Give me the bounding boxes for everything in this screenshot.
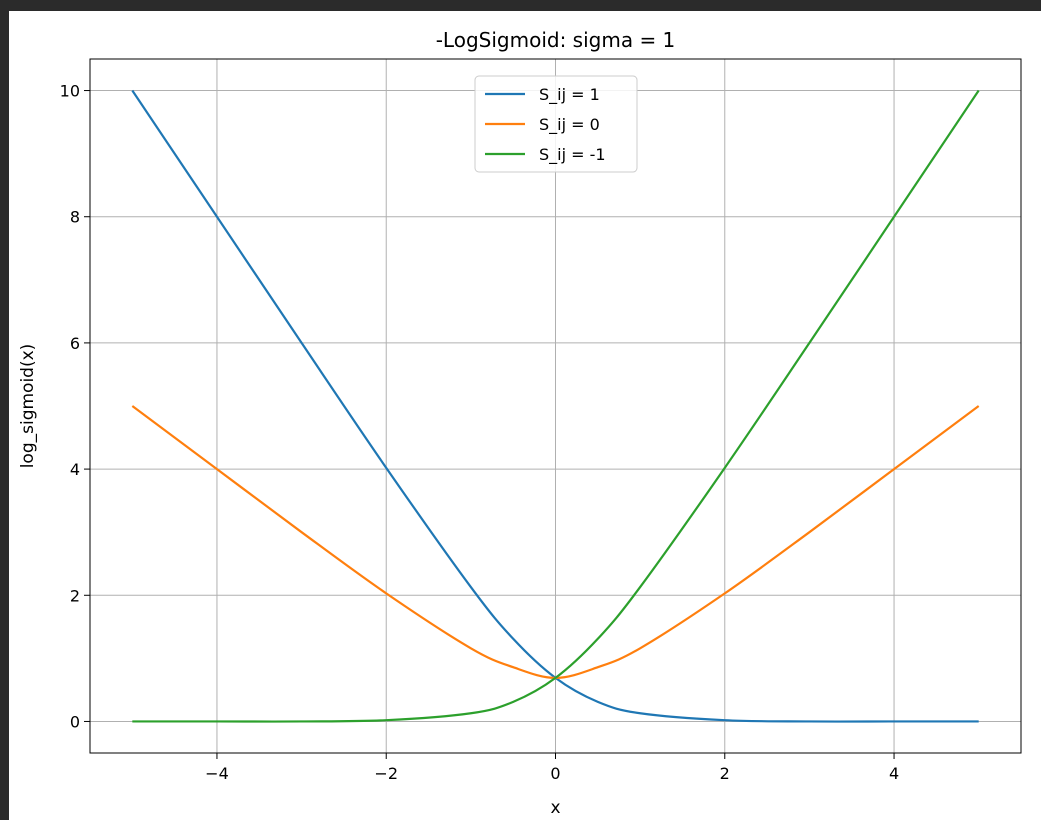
y-tick-label: 8 (70, 208, 80, 227)
x-tick-label: 2 (720, 764, 730, 783)
series-line-0 (131, 89, 979, 723)
y-tick-label: 2 (70, 586, 80, 605)
y-tick-label: 6 (70, 334, 80, 353)
chart-title: -LogSigmoid: sigma = 1 (436, 28, 676, 52)
x-tick-label: 4 (889, 764, 899, 783)
y-tick-label: 4 (70, 460, 80, 479)
legend-label-0: S_ij = 1 (539, 85, 600, 105)
x-tick-label: −2 (374, 764, 398, 783)
legend-label-2: S_ij = -1 (539, 145, 606, 165)
legend: S_ij = 1 S_ij = 0 S_ij = -1 (474, 75, 638, 173)
y-tick-label: 10 (60, 82, 80, 101)
x-tick-label: 0 (550, 764, 560, 783)
y-axis-label: log_sigmoid(x) (18, 344, 38, 469)
y-tick-label: 0 (70, 712, 80, 731)
x-tick-label: −4 (205, 764, 229, 783)
figure: −4 −2 0 2 4 0 2 4 6 8 10 -LogSigmoid: sigma = 1 x … (9, 11, 1041, 820)
series-lines (131, 89, 980, 723)
ticks: −4 −2 0 2 4 0 2 4 6 8 10 (60, 82, 899, 783)
series-line-2 (132, 89, 980, 723)
x-axis-label: x (550, 798, 560, 818)
legend-label-1: S_ij = 0 (539, 115, 600, 135)
legend-box (474, 75, 638, 173)
